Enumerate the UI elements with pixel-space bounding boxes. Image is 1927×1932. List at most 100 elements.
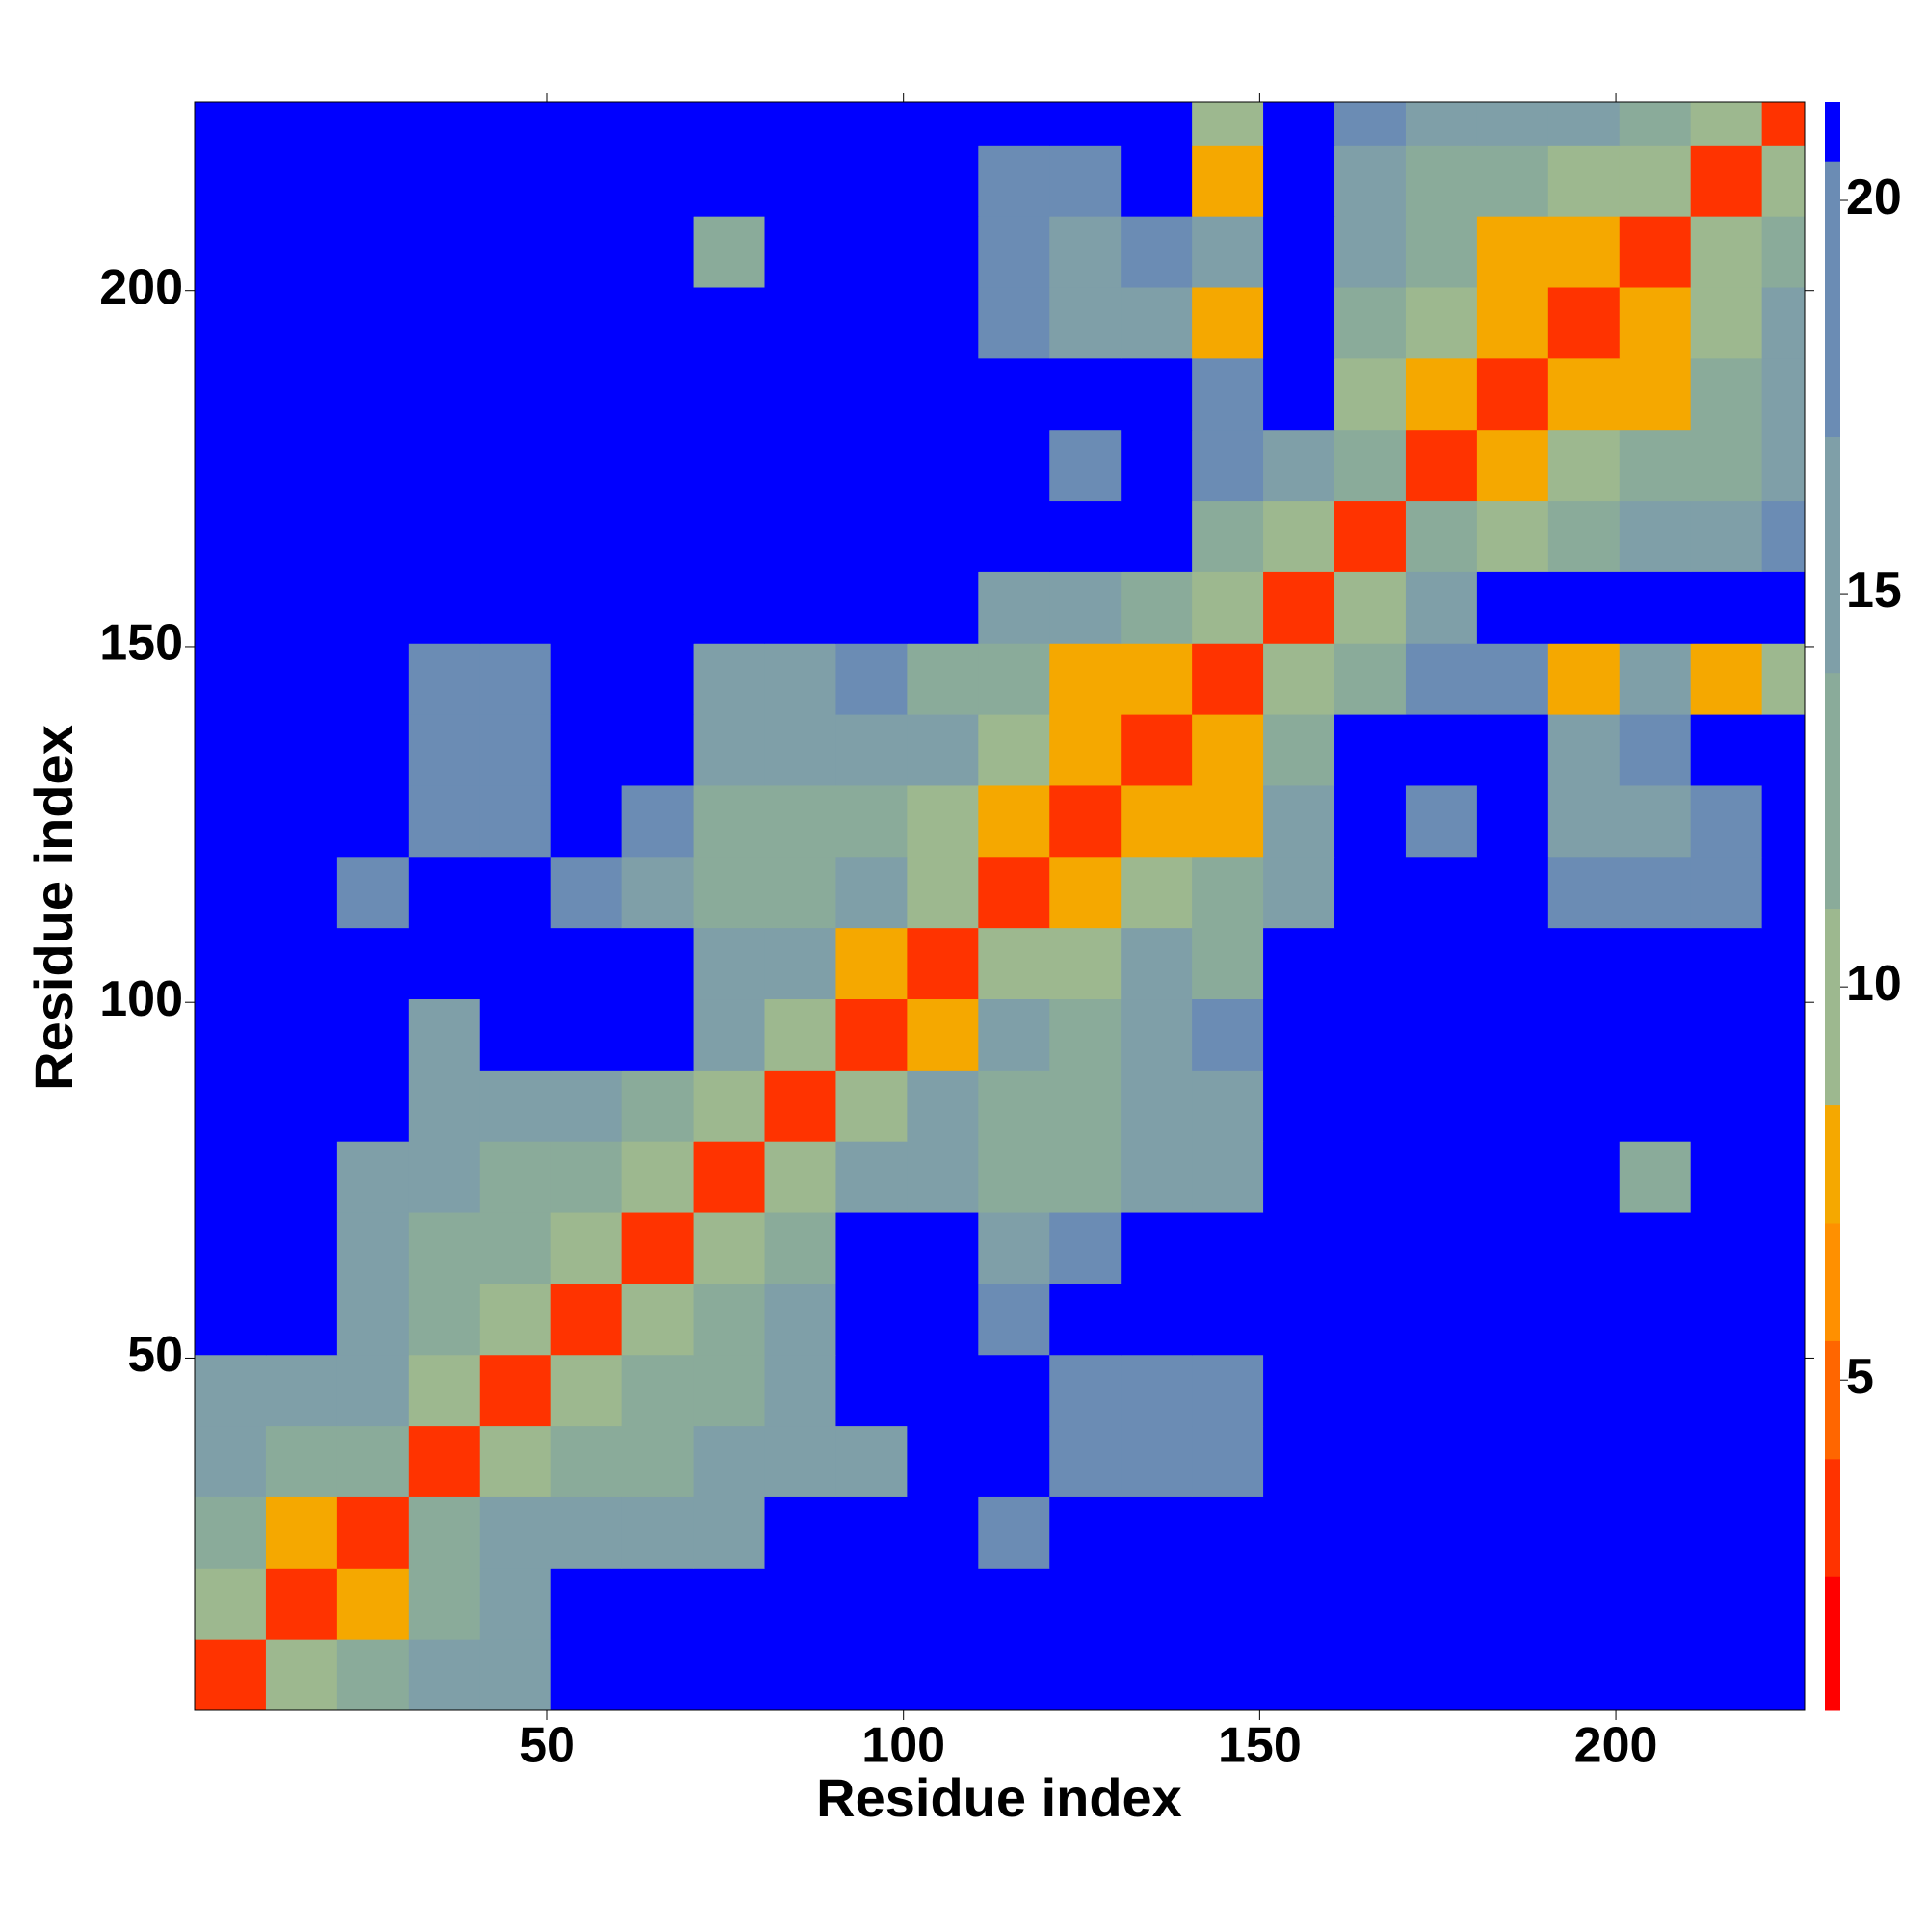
heatmap-cell [835, 1496, 908, 1569]
heatmap-cell [1334, 643, 1407, 715]
heatmap-cell [1405, 1568, 1478, 1640]
colorbar-band [1825, 1458, 1840, 1577]
heatmap-cell [1619, 429, 1692, 502]
heatmap-cell [621, 927, 695, 1000]
heatmap-cell [1121, 102, 1193, 146]
heatmap-cell [621, 784, 695, 858]
heatmap-cell [479, 1496, 552, 1569]
heatmap-cell [1121, 1496, 1193, 1569]
heatmap-cell [336, 1212, 409, 1284]
heatmap-cell [764, 429, 836, 502]
heatmap-cell [408, 571, 481, 644]
heatmap-cell [764, 1212, 836, 1284]
heatmap-cell [693, 1212, 766, 1284]
heatmap-cell [1405, 429, 1478, 502]
heatmap-cell [693, 287, 766, 359]
heatmap-cell [265, 1425, 338, 1497]
heatmap-cell [1476, 429, 1549, 502]
heatmap-cell [336, 927, 409, 1000]
heatmap-cell [408, 216, 481, 288]
heatmap-cell [1690, 500, 1763, 572]
heatmap-cell [1263, 1141, 1335, 1213]
heatmap-cell [835, 1354, 908, 1427]
heatmap-cell [550, 1354, 623, 1427]
axes: 50 100 150 200 50 100 150 200 5 10 15 20 [99, 93, 1902, 1774]
heatmap-cell [835, 927, 908, 1000]
heatmap-cell [336, 784, 409, 858]
heatmap-cell [1192, 145, 1264, 217]
heatmap-cell [265, 856, 338, 929]
heatmap-cell [336, 1639, 409, 1711]
heatmap-cell [1121, 1141, 1193, 1213]
heatmap-cell [1619, 998, 1692, 1071]
heatmap-cell [265, 998, 338, 1071]
heatmap-cell [764, 856, 836, 929]
heatmap-cell [1690, 998, 1763, 1071]
heatmap-cell [978, 998, 1050, 1071]
heatmap-cell [479, 357, 552, 431]
heatmap-cell [693, 784, 766, 858]
heatmap-cell [1761, 500, 1806, 572]
heatmap-cell [1761, 1568, 1806, 1640]
heatmap-cell [978, 1354, 1050, 1427]
heatmap-cell [479, 784, 552, 858]
heatmap-cell [1121, 927, 1193, 1000]
heatmap-cell [1263, 1425, 1335, 1497]
heatmap-cell [195, 1212, 267, 1284]
heatmap-cell [408, 1283, 481, 1356]
heatmap-cell [1334, 1639, 1407, 1711]
heatmap-cell [1263, 643, 1335, 715]
heatmap-cell [195, 1283, 267, 1356]
heatmap-cell [907, 927, 979, 1000]
heatmap-cell [1121, 357, 1193, 431]
heatmap-cell [408, 1212, 481, 1284]
heatmap-cell [835, 1283, 908, 1356]
heatmap-cell [1405, 500, 1478, 572]
heatmap-cell [265, 429, 338, 502]
heatmap-cell [336, 714, 409, 786]
heatmap-cell [1121, 1425, 1193, 1497]
heatmap-cell [764, 145, 836, 217]
heatmap-cell [835, 998, 908, 1071]
heatmap-cell [835, 357, 908, 431]
heatmap-cell [550, 1212, 623, 1284]
heatmap-cell [835, 1212, 908, 1284]
heatmap-cell [1121, 1354, 1193, 1427]
heatmap-cell [978, 429, 1050, 502]
heatmap-cell [265, 784, 338, 858]
heatmap-cell [1049, 1639, 1122, 1711]
heatmap-cell [907, 1283, 979, 1356]
heatmap-cell [1049, 102, 1122, 146]
heatmap-cell [479, 714, 552, 786]
heatmap-cell [336, 287, 409, 359]
heatmap-cell [835, 643, 908, 715]
heatmap-cell [1405, 856, 1478, 929]
heatmap-cell [265, 1283, 338, 1356]
heatmap-cell [621, 102, 695, 146]
heatmap-cell [1121, 1283, 1193, 1356]
heatmap-cell [1761, 102, 1806, 146]
heatmap-cell [408, 998, 481, 1071]
heatmap-cell [1547, 998, 1621, 1071]
heatmap-cell [693, 1568, 766, 1640]
heatmap-cell [835, 1141, 908, 1213]
heatmap-cell [1121, 1568, 1193, 1640]
heatmap-cell [1690, 1568, 1763, 1640]
heatmap-cell [265, 1568, 338, 1640]
heatmap-cell [1690, 1212, 1763, 1284]
heatmap-cell [835, 1639, 908, 1711]
heatmap-cell [1690, 1141, 1763, 1213]
heatmap-cell [1334, 1425, 1407, 1497]
heatmap-cell [1049, 1212, 1122, 1284]
heatmap-cell [764, 102, 836, 146]
heatmap-cell [1619, 1212, 1692, 1284]
heatmap-cell [1049, 998, 1122, 1071]
heatmap-cell [195, 927, 267, 1000]
heatmap-cell [1405, 571, 1478, 644]
heatmap-cell [1192, 856, 1264, 929]
heatmap-cell [1405, 998, 1478, 1071]
heatmap-cell [550, 216, 623, 288]
heatmap-cell [1761, 1283, 1806, 1356]
heatmap-cell [1761, 287, 1806, 359]
heatmap-cell [693, 927, 766, 1000]
